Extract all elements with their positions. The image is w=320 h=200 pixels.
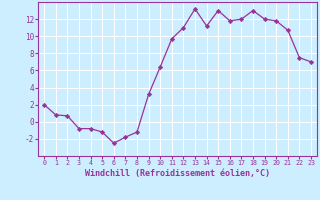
X-axis label: Windchill (Refroidissement éolien,°C): Windchill (Refroidissement éolien,°C) (85, 169, 270, 178)
